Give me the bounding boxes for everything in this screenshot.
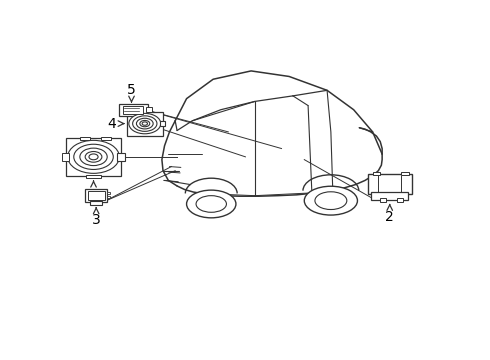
Ellipse shape xyxy=(304,186,357,215)
FancyBboxPatch shape xyxy=(123,105,143,114)
FancyBboxPatch shape xyxy=(86,175,101,177)
FancyBboxPatch shape xyxy=(368,174,412,194)
FancyBboxPatch shape xyxy=(146,107,152,112)
FancyBboxPatch shape xyxy=(107,196,110,198)
Ellipse shape xyxy=(129,113,161,134)
FancyBboxPatch shape xyxy=(62,153,69,161)
FancyBboxPatch shape xyxy=(107,192,110,194)
Text: 5: 5 xyxy=(127,83,136,97)
Ellipse shape xyxy=(142,122,147,125)
FancyBboxPatch shape xyxy=(80,138,90,140)
FancyBboxPatch shape xyxy=(380,198,386,202)
Ellipse shape xyxy=(89,154,98,160)
Ellipse shape xyxy=(315,192,347,210)
FancyBboxPatch shape xyxy=(127,112,163,135)
Ellipse shape xyxy=(140,121,150,127)
Ellipse shape xyxy=(196,196,226,212)
FancyBboxPatch shape xyxy=(90,201,102,205)
Ellipse shape xyxy=(187,190,236,218)
FancyBboxPatch shape xyxy=(88,191,105,200)
Text: 4: 4 xyxy=(108,117,116,131)
Text: 3: 3 xyxy=(92,213,100,227)
Ellipse shape xyxy=(68,140,120,174)
FancyBboxPatch shape xyxy=(85,189,107,202)
FancyBboxPatch shape xyxy=(401,172,409,175)
Ellipse shape xyxy=(85,152,102,162)
FancyBboxPatch shape xyxy=(372,172,380,175)
Text: 2: 2 xyxy=(385,210,394,224)
Ellipse shape xyxy=(133,116,157,131)
Ellipse shape xyxy=(80,148,107,166)
FancyBboxPatch shape xyxy=(371,192,408,199)
FancyBboxPatch shape xyxy=(119,104,148,116)
Text: 1: 1 xyxy=(89,188,98,202)
FancyBboxPatch shape xyxy=(397,198,403,202)
FancyBboxPatch shape xyxy=(118,153,125,161)
FancyBboxPatch shape xyxy=(160,121,165,126)
FancyBboxPatch shape xyxy=(101,138,111,140)
FancyBboxPatch shape xyxy=(66,138,121,176)
Ellipse shape xyxy=(74,144,113,170)
Ellipse shape xyxy=(136,118,153,129)
